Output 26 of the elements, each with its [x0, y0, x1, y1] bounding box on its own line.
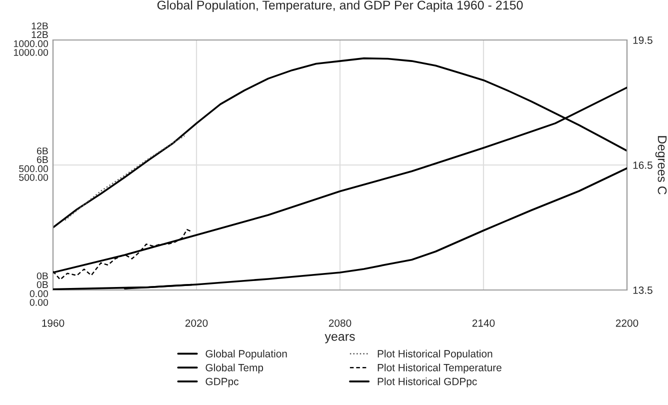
- legend-label: Global Temp: [206, 364, 264, 374]
- x-tick-label: 2140: [472, 319, 495, 327]
- y3-tick-label: 1000.00: [14, 40, 48, 48]
- text: 1000.00: [14, 48, 48, 56]
- legend-label: GDPpc: [206, 378, 239, 388]
- y2-tick-label: 16.5: [633, 162, 652, 169]
- legend-label: Plot Historical GDPpc: [378, 378, 477, 388]
- legend-label: Plot Historical Population: [378, 350, 492, 360]
- x-tick-label: 1960: [42, 319, 64, 327]
- y2-axis-title: Degrees C: [655, 136, 667, 194]
- chart-title: Global Population, Temperature, and GDP Per Capita 1960 - 2150: [157, 0, 523, 12]
- x-axis-title: years: [324, 334, 355, 344]
- x-tick-label: 2020: [185, 319, 208, 327]
- x-tick-label: 2200: [616, 319, 638, 327]
- y-tick-label: 0B: [36, 281, 48, 288]
- text: 0.00: [30, 298, 48, 306]
- legend-label: Plot Historical Temperature: [378, 364, 502, 374]
- text: 500.00: [19, 174, 48, 181]
- y-tick-label: 6B: [37, 156, 48, 164]
- x-tick-label: 2080: [328, 319, 352, 327]
- y3-tick-label: 500.00: [19, 165, 48, 172]
- y2-tick-label: 13.5: [633, 286, 652, 294]
- legend-label: Global Population: [206, 350, 287, 360]
- y-tick-label: 12B: [32, 31, 48, 38]
- y3-tick-label: 0.00: [30, 290, 48, 298]
- y2-tick-label: 19.5: [633, 36, 652, 44]
